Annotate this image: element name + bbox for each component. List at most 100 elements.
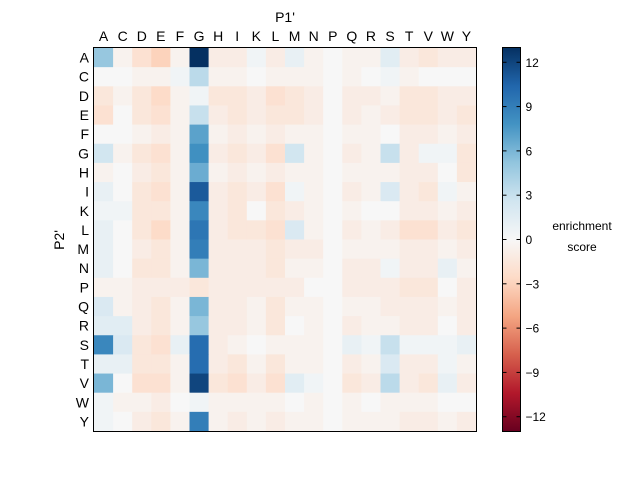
- x-tick-label-N: N: [309, 28, 319, 44]
- heatmap-cell-Y-I: [227, 411, 248, 432]
- heatmap-cell-E-Y: [456, 105, 477, 125]
- heatmap-cell-V-I: [227, 373, 248, 394]
- heatmap-cell-C-K: [246, 67, 267, 87]
- heatmap-cell-D-A: [94, 86, 114, 106]
- heatmap-cell-F-S: [380, 124, 400, 145]
- heatmap-cell-P-C: [113, 277, 133, 298]
- heatmap-cell-D-H: [208, 86, 229, 106]
- heatmap-cell-F-V: [418, 124, 439, 145]
- heatmap-cell-V-A: [94, 373, 114, 394]
- heatmap-cell-I-Y: [456, 182, 477, 202]
- heatmap-cell-I-W: [437, 182, 458, 202]
- heatmap-cell-I-N: [304, 182, 324, 202]
- heatmap-cell-E-L: [265, 105, 286, 125]
- heatmap-cell-M-A: [94, 239, 114, 260]
- heatmap-cell-V-P: [323, 373, 343, 394]
- heatmap-cell-E-H: [208, 105, 229, 125]
- heatmap-cell-H-P: [323, 162, 343, 183]
- heatmap-cell-S-F: [170, 335, 190, 355]
- heatmap-cell-V-T: [399, 373, 420, 394]
- heatmap-cell-R-Q: [342, 316, 362, 336]
- heatmap-cell-Q-S: [380, 296, 400, 317]
- heatmap-cell-W-V: [418, 392, 439, 413]
- heatmap-cell-H-W: [437, 162, 458, 183]
- heatmap-cell-F-H: [208, 124, 229, 145]
- heatmap-cell-L-Q: [342, 220, 362, 240]
- heatmap-cell-M-V: [418, 239, 439, 260]
- heatmap-cell-D-R: [361, 86, 381, 106]
- heatmap-cell-S-T: [399, 335, 420, 355]
- heatmap-cell-S-Y: [456, 335, 477, 355]
- heatmap-cell-P-L: [265, 277, 286, 298]
- x-axis-label: P1': [275, 9, 295, 25]
- heatmap-cell-E-V: [418, 105, 439, 125]
- heatmap-cell-N-V: [418, 258, 439, 279]
- heatmap-cell-G-N: [304, 143, 324, 164]
- heatmap-cell-F-T: [399, 124, 420, 145]
- heatmap-cell-R-N: [304, 316, 324, 336]
- heatmap-cell-A-M: [285, 48, 305, 68]
- heatmap-cell-T-C: [113, 354, 133, 374]
- y-tick-label-A: A: [80, 50, 90, 66]
- heatmap-cell-R-M: [285, 316, 305, 336]
- heatmap-cell-P-G: [189, 277, 209, 298]
- heatmap-cell-A-K: [246, 48, 267, 68]
- heatmap-cell-G-A: [94, 143, 114, 164]
- heatmap-cell-N-D: [132, 258, 152, 279]
- heatmap-cell-W-F: [170, 392, 190, 413]
- x-tick-label-K: K: [252, 28, 262, 44]
- x-tick-label-I: I: [235, 28, 239, 44]
- heatmap-cell-T-H: [208, 354, 229, 374]
- x-tick-label-T: T: [405, 28, 414, 44]
- heatmap-cell-E-D: [132, 105, 152, 125]
- heatmap-cell-K-N: [304, 201, 324, 221]
- y-tick-label-R: R: [79, 318, 89, 334]
- heatmap-cell-N-M: [285, 258, 305, 279]
- heatmap-cell-I-R: [361, 182, 381, 202]
- heatmap-cell-V-R: [361, 373, 381, 394]
- heatmap-cell-I-V: [418, 182, 439, 202]
- heatmap-cell-K-S: [380, 201, 400, 221]
- heatmap-cell-I-M: [285, 182, 305, 202]
- heatmap-cell-F-F: [170, 124, 190, 145]
- heatmap-cell-G-I: [227, 143, 248, 164]
- heatmap-cell-Y-E: [151, 411, 171, 432]
- heatmap-cell-C-E: [151, 67, 171, 87]
- heatmap-cell-L-T: [399, 220, 420, 240]
- x-tick-label-L: L: [272, 28, 280, 44]
- heatmap-cell-W-I: [227, 392, 248, 413]
- heatmap-cell-G-C: [113, 143, 133, 164]
- heatmap-cell-Y-P: [323, 411, 343, 432]
- y-axis-label: P2': [51, 230, 67, 250]
- heatmap-cell-G-T: [399, 143, 420, 164]
- heatmap-cell-C-Y: [456, 67, 477, 87]
- heatmap-cell-C-A: [94, 67, 114, 87]
- heatmap-cell-I-F: [170, 182, 190, 202]
- heatmap-cell-V-W: [437, 373, 458, 394]
- heatmap-cell-Q-Q: [342, 296, 362, 317]
- heatmap-cell-M-F: [170, 239, 190, 260]
- heatmap-cell-S-W: [437, 335, 458, 355]
- heatmap-cell-Q-D: [132, 296, 152, 317]
- heatmap-cell-H-G: [189, 162, 209, 183]
- heatmap-cell-L-D: [132, 220, 152, 240]
- y-tick-label-V: V: [80, 375, 90, 391]
- heatmap-cell-Y-L: [265, 411, 286, 432]
- heatmap-cell-M-G: [189, 239, 209, 260]
- heatmap-cell-Q-Y: [456, 296, 477, 317]
- heatmap-cell-F-N: [304, 124, 324, 145]
- heatmap-cell-M-N: [304, 239, 324, 260]
- heatmap-cell-V-Y: [456, 373, 477, 394]
- heatmap-cell-W-T: [399, 392, 420, 413]
- heatmap-cell-S-S: [380, 335, 400, 355]
- heatmap-cell-K-G: [189, 201, 209, 221]
- heatmap-cell-N-H: [208, 258, 229, 279]
- heatmap-cell-P-Q: [342, 277, 362, 298]
- heatmap-cell-Q-R: [361, 296, 381, 317]
- heatmap-cell-C-R: [361, 67, 381, 87]
- heatmap-cell-C-M: [285, 67, 305, 87]
- heatmap-cell-F-P: [323, 124, 343, 145]
- heatmap-cell-G-P: [323, 143, 343, 164]
- heatmap-cell-H-Y: [456, 162, 477, 183]
- heatmap-cell-C-F: [170, 67, 190, 87]
